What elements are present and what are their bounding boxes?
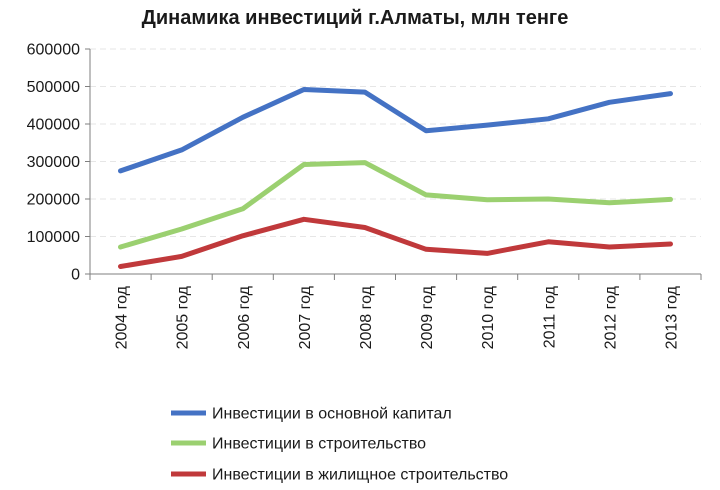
legend: Инвестиции в основной капитал Инвестиции … xyxy=(171,406,508,484)
y-axis-ticks: 0 100000 200000 300000 400000 500000 600000 xyxy=(27,42,80,284)
x-tick-label: 2008 год xyxy=(358,285,375,349)
series-line-2 xyxy=(118,160,673,250)
x-tick-label: 2004 год xyxy=(114,285,131,349)
legend-label-2: Инвестиции в строительство xyxy=(212,436,426,453)
x-axis-ticks: 2004 год 2005 год 2006 год 2007 год 2008 год… xyxy=(114,285,681,349)
x-tick-label: 2005 год xyxy=(175,285,192,349)
x-tick-label: 2013 год xyxy=(663,285,680,349)
y-tick-label: 300000 xyxy=(27,154,80,171)
series-lines xyxy=(118,87,673,269)
x-tick-label: 2007 год xyxy=(297,285,314,349)
gridlines xyxy=(90,48,701,237)
x-tick-label: 2011 год xyxy=(541,285,558,348)
y-tick-label: 100000 xyxy=(27,229,80,246)
x-tick-label: 2010 год xyxy=(480,285,497,349)
legend-label-1: Инвестиции в основной капитал xyxy=(212,406,452,423)
x-tick-label: 2009 год xyxy=(419,285,436,349)
y-tick-label: 400000 xyxy=(27,117,80,134)
chart-title: Динамика инвестиций г.Алматы, млн тенге xyxy=(142,7,569,29)
series-line-3 xyxy=(118,216,673,269)
x-tick-label: 2012 год xyxy=(602,285,619,349)
axes xyxy=(85,48,702,280)
y-tick-label: 200000 xyxy=(27,192,80,209)
legend-label-3: Инвестиции в жилищное строительство xyxy=(212,467,508,484)
y-tick-label: 0 xyxy=(71,267,80,284)
series-line-1 xyxy=(118,87,673,174)
y-tick-label: 500000 xyxy=(27,79,80,96)
y-tick-label: 600000 xyxy=(27,42,80,59)
x-tick-label: 2006 год xyxy=(236,285,253,349)
